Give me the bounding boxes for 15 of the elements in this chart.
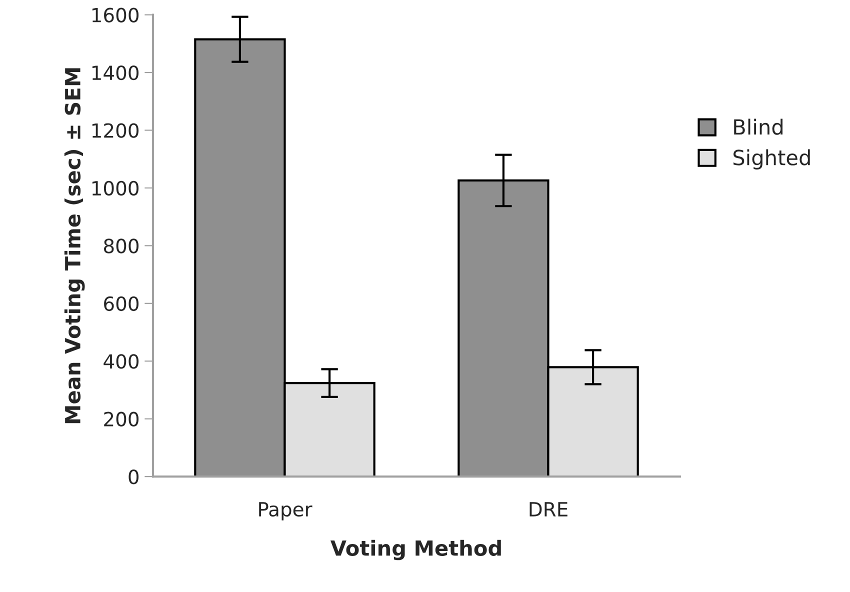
y-tick-label: 1200 — [92, 123, 139, 138]
y-tick-label: 1600 — [92, 8, 139, 22]
y-tick-label: 200 — [104, 412, 139, 427]
y-tick-label: 1000 — [92, 180, 139, 196]
legend-label: Blind — [734, 118, 782, 135]
x-axis-title: Voting Method — [330, 540, 501, 560]
x-tick-label: DRE — [530, 502, 568, 516]
y-tick-label: 1400 — [92, 65, 139, 80]
x-tick-label: Paper — [259, 502, 312, 520]
y-tick-label: 400 — [104, 354, 139, 369]
y-tick-label: 800 — [104, 238, 139, 254]
y-axis-title: Mean Voting Time (sec) ± SEM — [64, 68, 85, 424]
legend-label: Sighted — [733, 149, 810, 170]
y-tick-label: 600 — [104, 296, 139, 312]
y-tick-label: 0 — [128, 470, 139, 484]
